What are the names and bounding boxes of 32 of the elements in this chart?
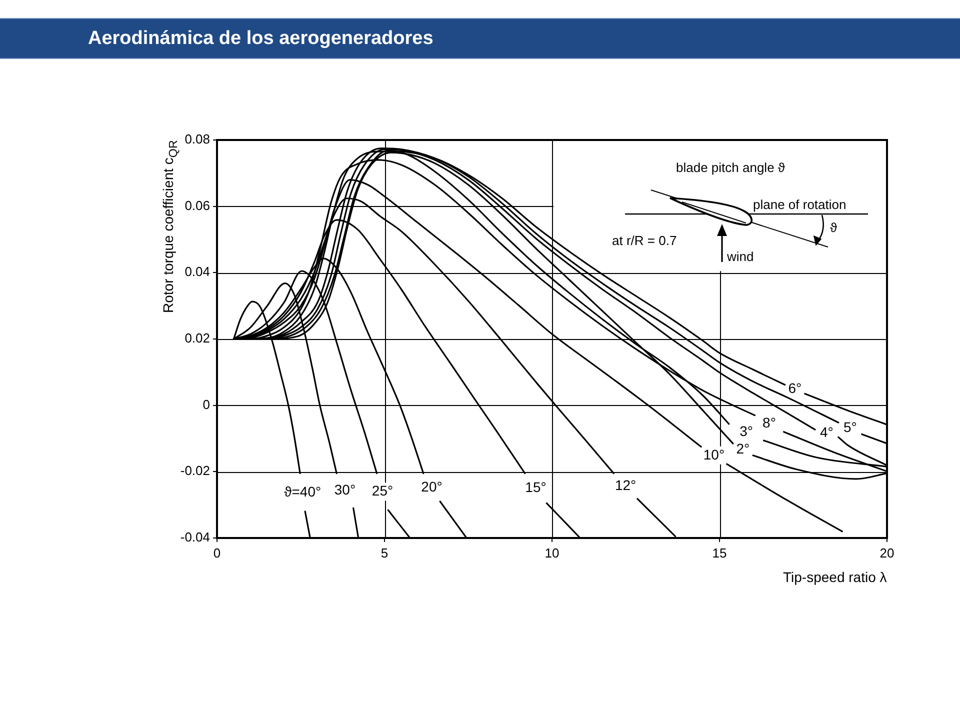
series-label: 6° — [788, 380, 802, 396]
x-tick-label: 20 — [880, 545, 894, 560]
series-label: ϑ=40° — [284, 483, 322, 500]
x-tick-label: 15 — [712, 545, 727, 560]
y-tick-label: -0.04 — [180, 530, 210, 545]
annotation: at r/R = 0.7 — [612, 233, 677, 248]
series-label: 12° — [614, 476, 636, 493]
series-label: 10° — [703, 446, 725, 462]
series-label: 5° — [843, 419, 857, 436]
series-label: 15° — [525, 479, 546, 496]
annotation: blade pitch angle ϑ — [676, 160, 786, 175]
y-tick-label: 0.04 — [184, 264, 210, 280]
series-label: 4° — [820, 424, 834, 440]
series-label: 2° — [736, 440, 750, 456]
x-axis-title: Tip-speed ratio λ — [783, 569, 887, 585]
annotation: wind — [727, 249, 754, 264]
y-tick-label: 0.08 — [184, 132, 210, 147]
x-tick-label: 5 — [380, 545, 388, 560]
annotation: ϑ — [830, 220, 838, 235]
series-label: 3° — [740, 423, 753, 440]
annotation: plane of rotation — [753, 197, 846, 212]
y-tick-label: 0.06 — [184, 198, 210, 213]
y-tick-label: 0 — [202, 396, 210, 412]
y-tick-label: 0.02 — [184, 330, 210, 346]
chart-title: Aerodinámica de los aerogeneradores — [88, 28, 434, 50]
series-label: 30° — [334, 482, 356, 498]
x-tick-label: 0 — [213, 545, 221, 560]
x-tick-label: 10 — [544, 545, 560, 560]
series-label: 25° — [372, 482, 394, 499]
series-label: 20° — [421, 478, 442, 494]
y-tick-label: -0.02 — [180, 463, 210, 478]
series-label: 8° — [762, 414, 776, 430]
